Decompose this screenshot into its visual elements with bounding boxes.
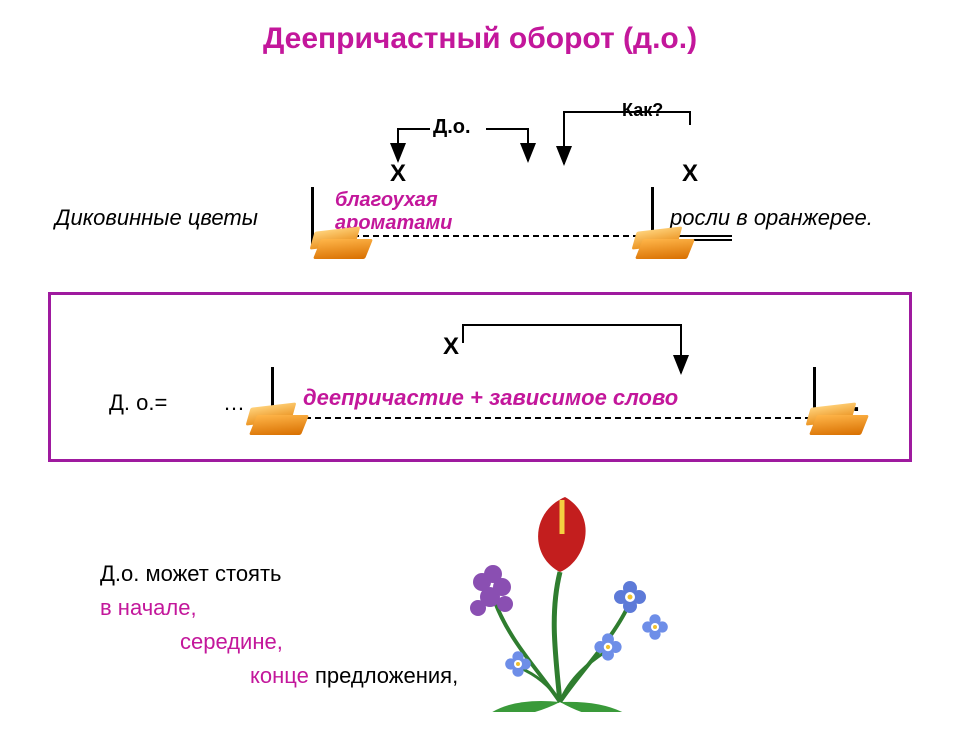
- formula-prefix: Д. о.=: [109, 390, 167, 416]
- predicate-text: росли в оранжерее.: [670, 205, 873, 231]
- arrow-diagram-top: [0, 22, 960, 182]
- wedge-icon-2: [635, 229, 693, 263]
- subject-text: Диковинные цветы: [55, 205, 258, 231]
- bottom-text-block: Д.о. может стоять в начале, середине, ко…: [100, 557, 458, 693]
- formula-dots-left: …: [223, 390, 245, 416]
- bottom-line3: середине,: [100, 625, 458, 659]
- wedge-icon-1: [313, 229, 371, 263]
- bottom-line4a: конце: [250, 663, 309, 688]
- phrase-line1: благоухая: [335, 189, 438, 211]
- formula-text: деепричастие + зависимое слово: [303, 385, 678, 411]
- formula-dashdot: [275, 417, 811, 419]
- example-sentence: Диковинные цветы благоухая ароматами рос…: [55, 177, 915, 267]
- bottom-line2: в начале,: [100, 591, 458, 625]
- flowers-illustration: [430, 482, 690, 712]
- wedge-icon-3: [249, 405, 307, 439]
- wedge-icon-4: [809, 405, 867, 439]
- formula-arrow: [51, 295, 915, 385]
- bottom-line1: Д.о. может стоять: [100, 557, 458, 591]
- bottom-line4: конце предложения,: [100, 659, 458, 693]
- formula-box: Д. о.= … деепричастие + зависимое слово …: [48, 292, 912, 462]
